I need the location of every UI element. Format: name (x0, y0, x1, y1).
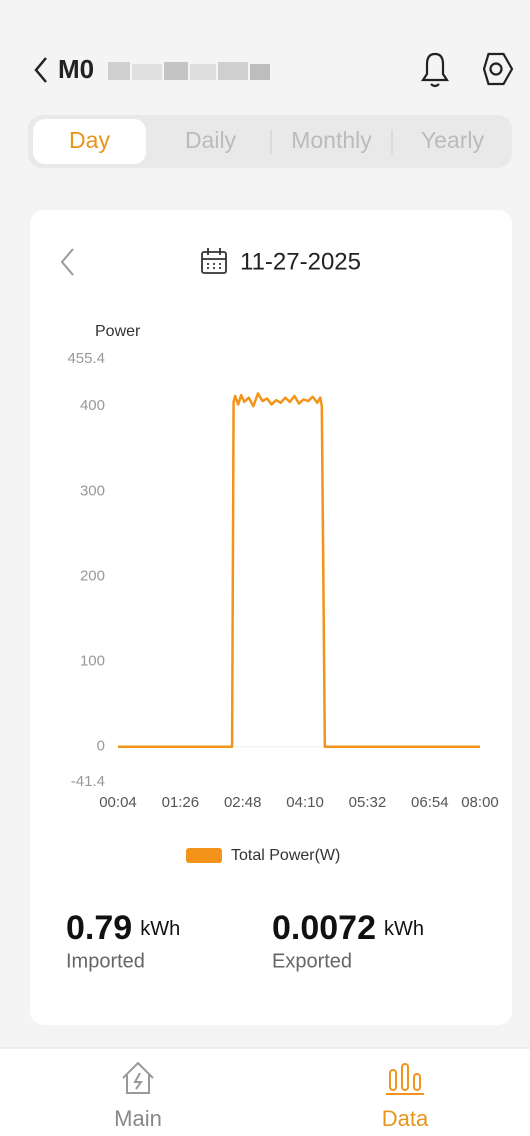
x-tick-label: 00:04 (99, 794, 137, 811)
tab-bar (28, 115, 512, 168)
active-tab (33, 119, 146, 164)
exported-stat: 0.0072 kWh (272, 909, 424, 947)
date-label: 11-27-2025 (240, 248, 361, 275)
y-tick-label: 400 (80, 397, 105, 414)
chart-card (30, 210, 512, 1025)
y-tick-label: 455.4 (67, 350, 105, 367)
legend-label: Total Power(W) (231, 847, 340, 864)
data-icon (386, 1063, 424, 1095)
y-tick-label: 300 (80, 482, 105, 499)
prev-date-button[interactable] (60, 248, 74, 276)
tab[interactable]: Yearly (421, 127, 485, 153)
y-tick-label: 200 (80, 567, 105, 584)
bottom-nav (0, 1048, 530, 1136)
tab[interactable]: Monthly (291, 127, 372, 153)
x-tick-label: 06:54 (411, 794, 449, 811)
y-tick-label: 100 (80, 653, 105, 670)
nav-data[interactable]: Data (382, 1106, 429, 1131)
main-icon (122, 1061, 154, 1094)
power-line (118, 392, 480, 748)
y-tick-label: 0 (97, 738, 105, 755)
calendar-icon (201, 248, 227, 274)
y-tick-label: -41.4 (71, 773, 105, 790)
legend-swatch (186, 848, 222, 863)
device-title: M0 (58, 54, 94, 84)
x-tick-label: 01:26 (162, 794, 200, 811)
stat-value: 0.79 (66, 909, 132, 947)
settings-button[interactable] (482, 52, 514, 86)
nav-main[interactable]: Main (114, 1106, 162, 1131)
stat-unit: kWh (140, 918, 180, 940)
tab[interactable]: Day (69, 127, 110, 153)
stat-label: Imported (66, 950, 145, 972)
stat-label: Exported (272, 950, 352, 972)
back-button[interactable] (34, 57, 47, 83)
notification-button[interactable] (420, 52, 450, 88)
imported-stat: 0.79 kWh (66, 909, 180, 947)
x-tick-label: 04:10 (286, 794, 324, 811)
x-tick-label: 08:00 (461, 794, 499, 811)
x-tick-label: 05:32 (349, 794, 387, 811)
blurred-title (108, 62, 270, 80)
tab[interactable]: Daily (185, 127, 237, 153)
stat-unit: kWh (384, 918, 424, 940)
stat-value: 0.0072 (272, 909, 376, 947)
x-tick-label: 02:48 (224, 794, 262, 811)
y-axis-label: Power (95, 323, 141, 340)
